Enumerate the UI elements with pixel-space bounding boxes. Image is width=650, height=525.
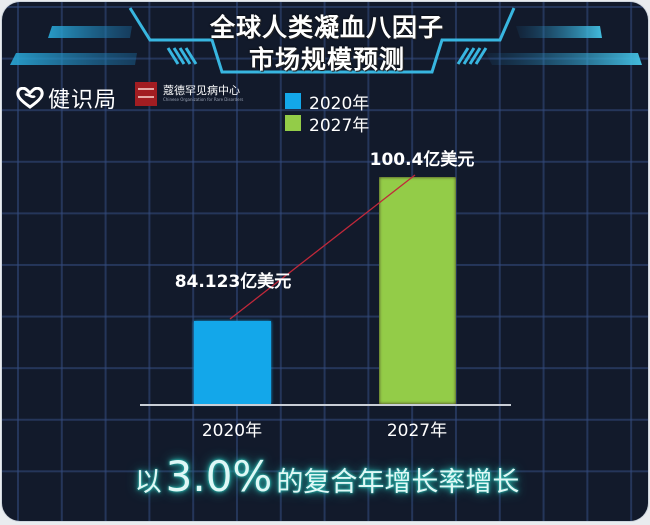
chart-title-line2: 市场规模预测 bbox=[248, 45, 405, 74]
data-label-2020: 84.123亿美元 bbox=[174, 272, 292, 292]
bar-2020 bbox=[194, 321, 271, 404]
data-label-2027: 100.4亿美元 bbox=[369, 150, 475, 170]
brand2-text-en: Chinese Organization for Rare Disorders bbox=[163, 97, 244, 102]
legend-swatch-green bbox=[285, 115, 301, 131]
chart-legend: 2020年 2027年 bbox=[285, 90, 370, 136]
cagr-value: 3.0% bbox=[165, 452, 273, 501]
brand2-text-cn: 蔻德罕见病中心 bbox=[163, 84, 240, 97]
legend-item-2027: 2027年 bbox=[285, 112, 370, 136]
x-tick-2020: 2020年 bbox=[201, 421, 263, 441]
x-axis-line bbox=[140, 404, 511, 406]
red-seal-logo-icon bbox=[135, 82, 157, 106]
brand-logo-jianshiju: 健识局 bbox=[16, 82, 117, 114]
brand1-text: 健识局 bbox=[48, 88, 118, 113]
cagr-annotation: 以3.0% 的复合年增长率增长 bbox=[2, 452, 648, 501]
cagr-suffix: 的复合年增长率增长 bbox=[276, 467, 520, 498]
heart-hands-logo-icon bbox=[16, 87, 44, 109]
cagr-prefix: 以 bbox=[134, 467, 162, 498]
legend-item-2020: 2020年 bbox=[285, 90, 370, 114]
legend-label: 2020年 bbox=[309, 93, 370, 114]
x-tick-2027: 2027年 bbox=[386, 421, 448, 441]
bar-2027 bbox=[379, 177, 456, 404]
brand-logo-cord: 蔻德罕见病中心 Chinese Organization for Rare Di… bbox=[135, 82, 243, 106]
legend-label: 2027年 bbox=[309, 115, 370, 136]
header-decoration bbox=[10, 7, 642, 74]
chart-title-line1: 全球人类凝血八因子 bbox=[209, 13, 444, 42]
legend-swatch-blue bbox=[285, 93, 301, 109]
